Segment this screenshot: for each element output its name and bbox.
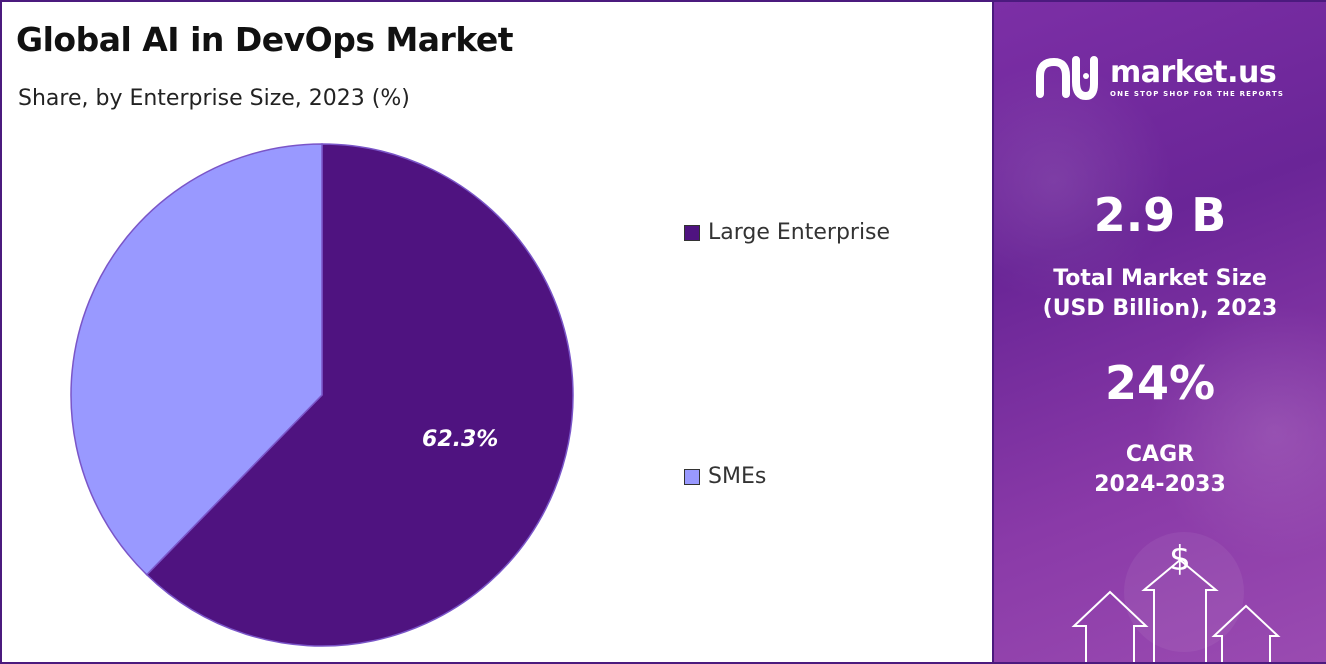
pie-slice-smes	[70, 143, 323, 576]
legend-swatch-smes	[684, 468, 700, 485]
brand-logo: market.us ONE STOP SHOP FOR THE REPORTS	[1036, 52, 1284, 104]
legend-item-smes: SMEs	[684, 464, 766, 489]
legend-item-large-enterprise: Large Enterprise	[684, 220, 890, 245]
market-size-label-line1: Total Market Size	[1053, 266, 1267, 291]
cagr-label-line1: CAGR	[1125, 442, 1195, 467]
cagr-value: 24%	[1104, 356, 1216, 410]
pie-chart: 62.3%	[70, 143, 574, 647]
market-us-logo-icon	[1036, 56, 1098, 101]
legend-label-smes: SMEs	[708, 464, 767, 489]
legend-label-large-enterprise: Large Enterprise	[708, 220, 891, 245]
chart-title: Global AI in DevOps Market	[16, 20, 514, 59]
chart-panel: Global AI in DevOps Market Share, by Ent…	[2, 2, 990, 662]
market-size-value: 2.9 B	[1093, 188, 1227, 242]
stats-panel: market.us ONE STOP SHOP FOR THE REPORTS …	[992, 2, 1326, 662]
brand-text: market.us ONE STOP SHOP FOR THE REPORTS	[1110, 55, 1285, 99]
pie-slice-large-enterprise	[145, 143, 574, 647]
cagr-label-line2: 2024-2033	[1094, 472, 1226, 497]
market-size-label-line2: (USD Billion), 2023	[1042, 296, 1278, 321]
brand-tagline: ONE STOP SHOP FOR THE REPORTS	[1110, 90, 1285, 98]
brand-name: market.us	[1110, 55, 1277, 90]
legend-swatch-large-enterprise	[684, 224, 700, 241]
data-label-large-enterprise: 62.3%	[422, 427, 498, 452]
growth-arrows-decoration: $	[1071, 532, 1281, 662]
chart-subtitle: Share, by Enterprise Size, 2023 (%)	[18, 86, 410, 111]
